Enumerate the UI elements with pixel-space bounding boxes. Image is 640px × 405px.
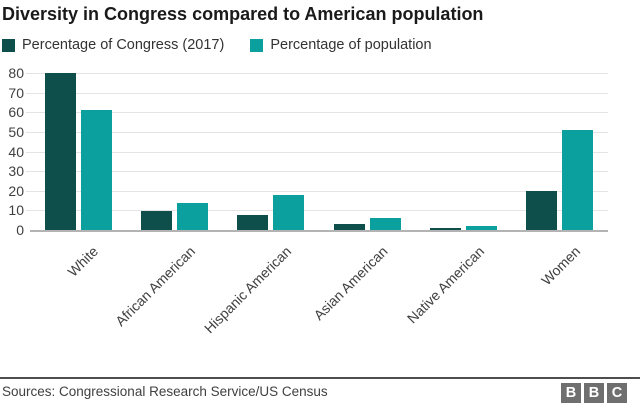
x-label-cell-hispanic-american: Hispanic American	[201, 233, 319, 355]
bar-group-white	[30, 73, 126, 230]
y-tick-label-40: 40	[8, 143, 24, 160]
bar-group-native-american	[415, 73, 511, 230]
legend-label: Percentage of Congress (2017)	[22, 37, 225, 53]
bar-population-white	[80, 110, 112, 230]
x-label-cell-women: Women	[512, 233, 608, 355]
bar-population-asian-american	[369, 218, 401, 230]
bar-group-hispanic-american	[223, 73, 319, 230]
bar-congress-women	[526, 190, 558, 230]
y-tick-label-30: 30	[8, 163, 24, 180]
bar-series	[30, 73, 608, 230]
x-label-cell-asian-american: Asian American	[310, 233, 415, 355]
footer-divider	[0, 377, 640, 379]
bar-congress-african-american	[140, 211, 172, 230]
sources-text: Sources: Congressional Research Service/…	[2, 384, 328, 399]
bbc-logo-block-2: B	[584, 383, 604, 403]
chart-title: Diversity in Congress compared to Americ…	[2, 4, 484, 24]
bar-group-african-american	[126, 73, 222, 230]
plot-area: 0 10 20 30 40 50 60 70 80	[8, 65, 608, 238]
gridline-70	[26, 92, 608, 94]
bar-group-women	[512, 73, 608, 230]
legend-label: Percentage of population	[270, 37, 432, 53]
bar-congress-white	[44, 73, 76, 230]
gridline-80	[26, 73, 608, 74]
y-tick-label-0: 0	[16, 222, 24, 238]
bar-population-women	[562, 129, 594, 230]
legend-swatch-icon	[2, 38, 15, 52]
gridline-20	[26, 190, 608, 192]
x-label-cell-white: White	[30, 233, 126, 355]
bar-population-hispanic-american	[273, 194, 305, 230]
x-label-cell-native-american: Native American	[403, 233, 511, 355]
y-tick-label-20: 20	[8, 182, 24, 199]
bar-population-african-american	[176, 202, 208, 230]
gridline-50	[26, 131, 608, 133]
legend-item-population: Percentage of population	[250, 37, 432, 53]
x-tick-label-white: White	[64, 243, 102, 280]
bbc-logo-block-1: B	[561, 383, 581, 403]
x-tick-label-women: Women	[537, 243, 584, 289]
bar-congress-hispanic-american	[237, 215, 269, 230]
gridline-40	[26, 151, 608, 153]
bar-population-native-american	[465, 226, 497, 230]
bar-congress-native-american	[429, 228, 461, 230]
x-tick-label-asian-american: Asian American	[310, 243, 391, 324]
legend-item-congress: Percentage of Congress (2017)	[2, 37, 224, 53]
gridline-30	[26, 171, 608, 173]
y-tick-label-80: 80	[8, 65, 24, 81]
y-tick-label-60: 60	[8, 104, 24, 121]
y-tick-label-10: 10	[8, 202, 24, 219]
x-axis-labels: White African American Hispanic American As…	[30, 233, 608, 355]
bar-congress-asian-american	[333, 224, 365, 230]
legend-swatch-icon	[250, 38, 264, 52]
y-tick-label-50: 50	[8, 123, 24, 140]
bar-group-asian-american	[319, 73, 415, 230]
legend: Percentage of Congress (2017) Percentage …	[2, 37, 432, 53]
bbc-logo-block-3: C	[607, 383, 627, 403]
x-label-cell-african-american: African American	[112, 233, 222, 355]
x-tick-label-native-american: Native American	[403, 243, 487, 327]
gridline-10	[26, 210, 608, 212]
gridline-60	[26, 112, 608, 114]
y-tick-label-70: 70	[8, 84, 24, 101]
